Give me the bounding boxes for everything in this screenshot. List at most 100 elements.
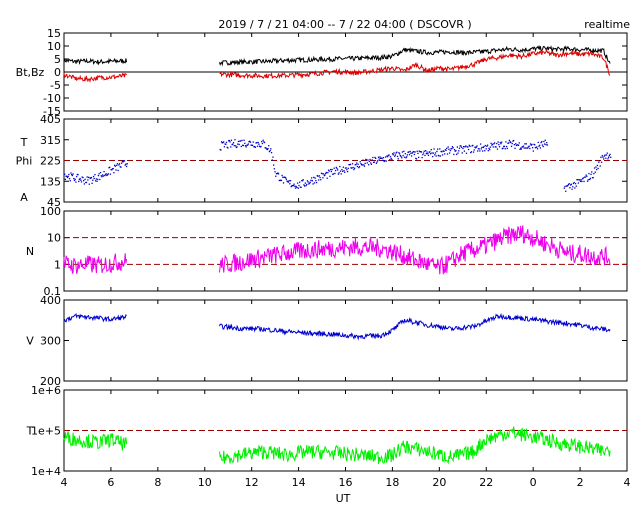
data-point [515,143,517,145]
data-point [232,143,234,145]
data-point [313,176,315,179]
data-point [356,162,358,164]
data-point [279,179,281,182]
data-point [520,147,522,149]
data-point [347,167,349,169]
data-point [585,174,587,176]
panel-frame [63,210,628,292]
x-tick-label: 0 [530,476,537,489]
data-point [478,148,480,150]
data-point [410,152,412,154]
data-point [117,169,119,172]
data-point [572,186,574,188]
data-point [290,186,292,188]
data-point [95,178,97,180]
data-point [264,147,266,149]
data-point [587,179,589,181]
data-point [342,166,344,168]
data-point [529,143,532,145]
data-point [340,173,342,175]
data-point [301,179,303,182]
data-point [446,147,448,149]
data-point [292,185,294,187]
data-point [120,166,122,168]
data-point [321,173,323,175]
y-tick-label: 1e+6 [31,384,61,397]
y-tick-label: 1 [54,258,61,271]
data-point [66,175,68,177]
data-point [268,145,270,147]
data-point [92,179,94,181]
data-point [374,156,376,159]
data-point [259,146,261,148]
data-point [277,173,280,175]
data-point [365,159,368,161]
panel-phi-angle: 405 315 225 135 45 T Phi A [16,113,628,209]
y-tick-label: 15 [47,27,61,40]
data-point [325,172,327,174]
data-point [401,151,404,153]
data-point [292,184,295,187]
data-point [479,150,481,152]
data-point [319,176,321,179]
data-point [468,144,470,146]
data-point [272,156,274,158]
data-point [459,145,461,147]
data-point [337,169,339,171]
data-point [399,154,401,157]
data-point [98,173,100,175]
data-point [373,161,375,163]
data-point [349,163,352,166]
data-point [458,147,461,149]
data-point [429,151,431,153]
data-point [574,187,576,189]
data-point [299,181,301,183]
data-point [426,151,428,153]
data-point [253,146,255,148]
data-point [266,148,268,151]
data-point [275,172,278,175]
x-tick-label: 14 [292,476,306,489]
data-point [507,142,509,144]
data-point [519,148,521,151]
data-point [304,182,306,184]
data-point [83,183,86,185]
data-point [504,148,506,150]
data-point [393,152,395,154]
data-point [114,165,116,167]
data-point [417,152,419,155]
data-point [396,155,399,158]
data-point [375,157,377,160]
data-point [483,145,485,148]
data-point [353,168,355,171]
data-point [436,150,438,153]
data-point [315,179,317,182]
data-point [76,173,78,176]
data-point [277,172,279,174]
data-point [586,175,588,177]
data-point [281,174,283,177]
data-point [448,148,450,150]
data-point [575,185,577,187]
data-point [87,176,90,179]
data-point [590,173,592,175]
data-point [543,140,545,143]
data-point [328,170,330,172]
data-point [514,147,516,150]
data-point [124,164,126,166]
data-point [377,159,379,162]
data-point [320,179,322,181]
data-point [526,147,528,149]
data-point [567,184,569,187]
data-point [293,183,295,185]
data-point [574,182,577,185]
data-point [358,166,360,169]
data-point [391,158,393,161]
data-point [286,180,288,182]
data-point [481,146,483,149]
data-point [404,153,406,155]
data-point [309,181,311,183]
data-point [465,145,467,147]
data-point [109,166,111,168]
y-tick-label: 1e+5 [31,425,61,438]
